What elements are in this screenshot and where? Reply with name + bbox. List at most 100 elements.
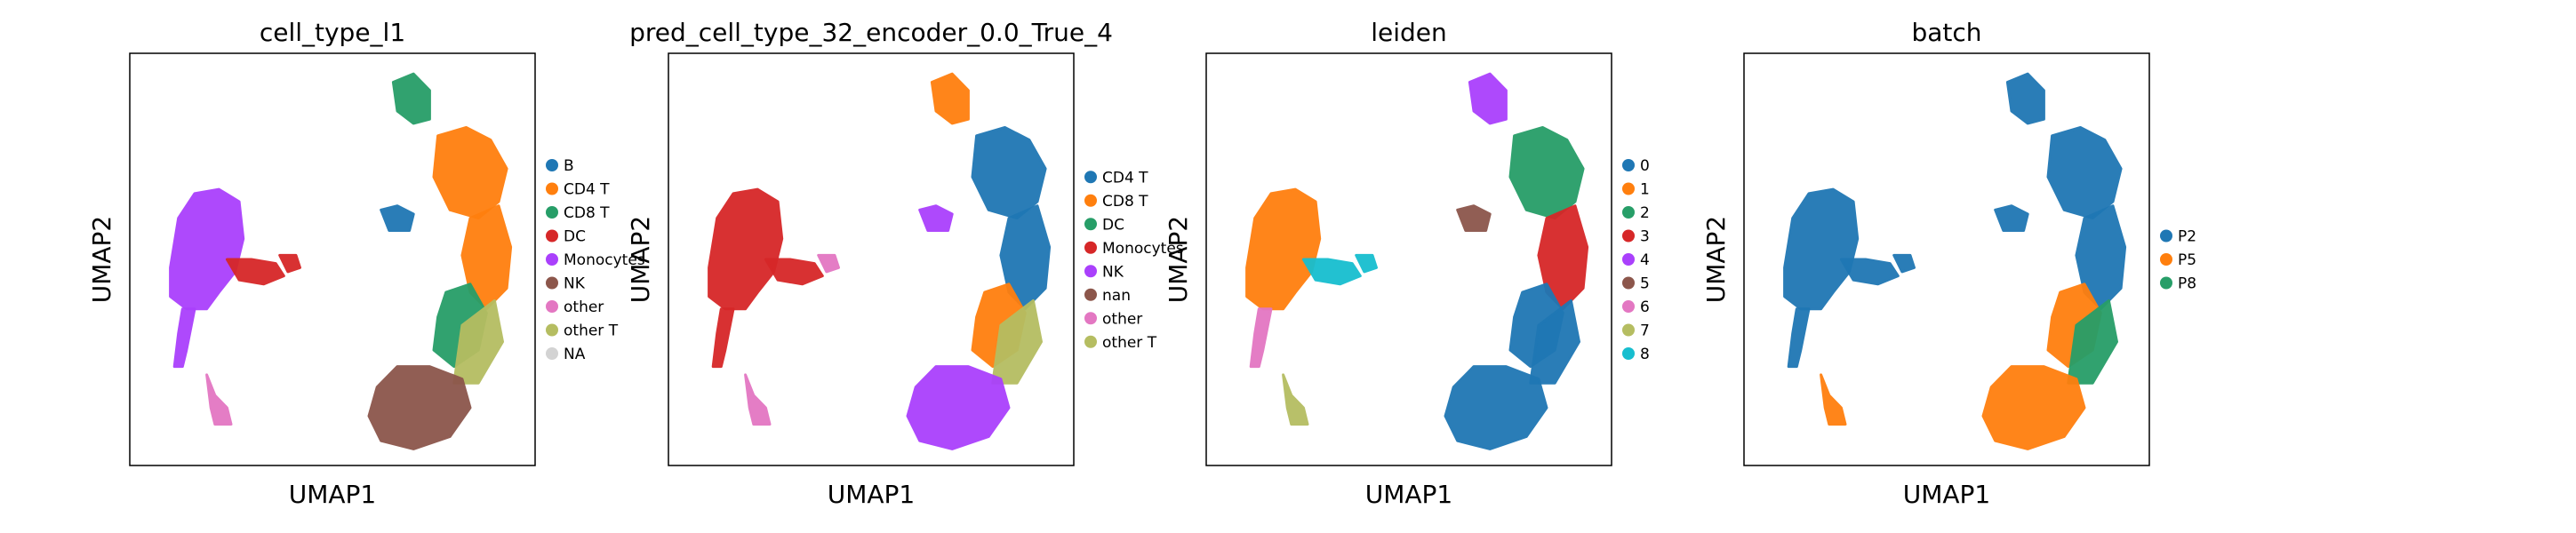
legend-item: CD4 T (546, 181, 610, 199)
cluster-left_arm_tip (278, 253, 301, 274)
legend-label: CD8 T (1102, 193, 1148, 211)
cluster-right_mid (999, 204, 1052, 311)
cluster-left_bottom_small (1282, 373, 1309, 426)
y-axis-label: UMAP2 (87, 216, 116, 304)
cluster-left_main (708, 187, 784, 311)
cluster-right_b_blob (1456, 204, 1492, 232)
cluster-left_arm (225, 258, 285, 286)
legend-marker (1622, 300, 1635, 313)
legend-item: DC (546, 228, 586, 246)
legend-marker (1084, 312, 1097, 325)
panel-title: cell_type_l1 (260, 18, 405, 47)
legend-item: NA (546, 346, 586, 363)
cluster-right_b_blob (1994, 204, 2029, 232)
legend-marker (1084, 265, 1097, 278)
panel-1: cell_type_l1 UMAP1 UMAP2 B CD4 T CD8 T DC Monoc… (87, 18, 645, 509)
legend-item: 5 (1622, 275, 1650, 293)
legend-marker (1084, 194, 1097, 207)
x-axis-label: UMAP1 (828, 480, 916, 509)
legend-marker (546, 347, 558, 360)
legend-marker (546, 253, 558, 266)
cluster-right_upper_right (1508, 126, 1585, 220)
cluster-left_main (1245, 187, 1322, 311)
cluster-right_top (2005, 72, 2045, 125)
legend-label: nan (1102, 287, 1131, 305)
legend-item: other (1084, 310, 1142, 328)
legend-label: Monocytes (564, 251, 645, 269)
legend-item: P5 (2160, 251, 2196, 269)
legend-marker (1622, 206, 1635, 219)
legend-item: 2 (1622, 204, 1650, 222)
legend-item: 3 (1622, 228, 1650, 246)
x-axis-label: UMAP1 (1903, 480, 1991, 509)
cluster-left_arm_tip (1892, 253, 1916, 274)
cluster-left_main (1783, 187, 1860, 311)
cluster-right_bottom (367, 365, 472, 450)
legend-marker (1084, 218, 1097, 231)
panel-title: pred_cell_type_32_encoder_0.0_True_4 (629, 18, 1113, 47)
cluster-right_lower_mix (2067, 298, 2118, 385)
legend-label: P8 (2178, 275, 2196, 293)
legend-marker (546, 206, 558, 219)
cluster-right_top (1468, 72, 1508, 125)
legend-item: 1 (1622, 181, 1650, 199)
legend-marker (1622, 159, 1635, 171)
legend-label: NK (1102, 263, 1124, 281)
legend-marker (1622, 276, 1635, 290)
cluster-left_arm (1839, 258, 1900, 286)
legend-label: CD4 T (564, 181, 610, 199)
cluster-right_mid (1537, 204, 1589, 311)
legend-item: P2 (2160, 228, 2196, 246)
legend-marker (1084, 241, 1097, 254)
cluster-left_tail_bottom (711, 307, 735, 369)
legend-marker (546, 323, 558, 337)
cluster-left_bottom_small (744, 373, 772, 426)
legend-marker (546, 276, 558, 290)
legend-label: CD4 T (1102, 169, 1148, 187)
cluster-right_bottom (906, 365, 1011, 450)
legend-label: other T (1102, 334, 1157, 352)
cluster-right_lower_mix (1529, 298, 1580, 385)
legend-item: Monocytes (1084, 240, 1184, 258)
legend-item: NK (546, 275, 586, 293)
legend-marker (1084, 288, 1097, 301)
legend-label: other T (564, 322, 619, 340)
panel-title: batch (1911, 18, 1981, 47)
cluster-right_top (391, 72, 431, 125)
cluster-right_upper_right (971, 126, 1047, 220)
legend-label: 4 (1640, 251, 1650, 269)
cluster-right_mid (460, 204, 513, 311)
legend-marker (2160, 276, 2172, 290)
legend-item: nan (1084, 287, 1131, 305)
legend-label: P2 (2178, 228, 2196, 246)
cluster-left_tail_bottom (1249, 307, 1273, 369)
legend-label: 3 (1640, 228, 1650, 246)
panel-4: batch UMAP1 UMAP2 P2 P5 P8 (1701, 18, 2196, 509)
x-axis-label: UMAP1 (289, 480, 377, 509)
legend-marker (1084, 335, 1097, 348)
legend-item: CD4 T (1084, 169, 1148, 187)
legend-label: 2 (1640, 204, 1650, 222)
legend-label: Monocytes (1102, 240, 1184, 258)
cluster-right_upper_right (2046, 126, 2123, 220)
cluster-right_lower_mix (991, 298, 1043, 385)
legend-item: Monocytes (546, 251, 645, 269)
cluster-left_arm_tip (1355, 253, 1378, 274)
x-axis-label: UMAP1 (1365, 480, 1453, 509)
legend-marker (2160, 253, 2172, 266)
cluster-right_bottom (1444, 365, 1548, 450)
legend-label: CD8 T (564, 204, 610, 222)
legend-item: 8 (1622, 346, 1650, 363)
legend-marker (546, 300, 558, 313)
legend-item: CD8 T (1084, 193, 1148, 211)
legend-label: B (564, 157, 574, 175)
legend-marker (546, 182, 558, 195)
legend-item: 7 (1622, 322, 1650, 340)
cluster-left_arm_tip (817, 253, 840, 274)
cluster-right_bottom (1981, 365, 2086, 450)
legend-marker (546, 159, 558, 171)
legend-item: other T (546, 322, 619, 340)
y-axis-label: UMAP2 (1701, 216, 1731, 304)
legend-marker (1622, 323, 1635, 337)
legend-label: other (1102, 310, 1142, 328)
